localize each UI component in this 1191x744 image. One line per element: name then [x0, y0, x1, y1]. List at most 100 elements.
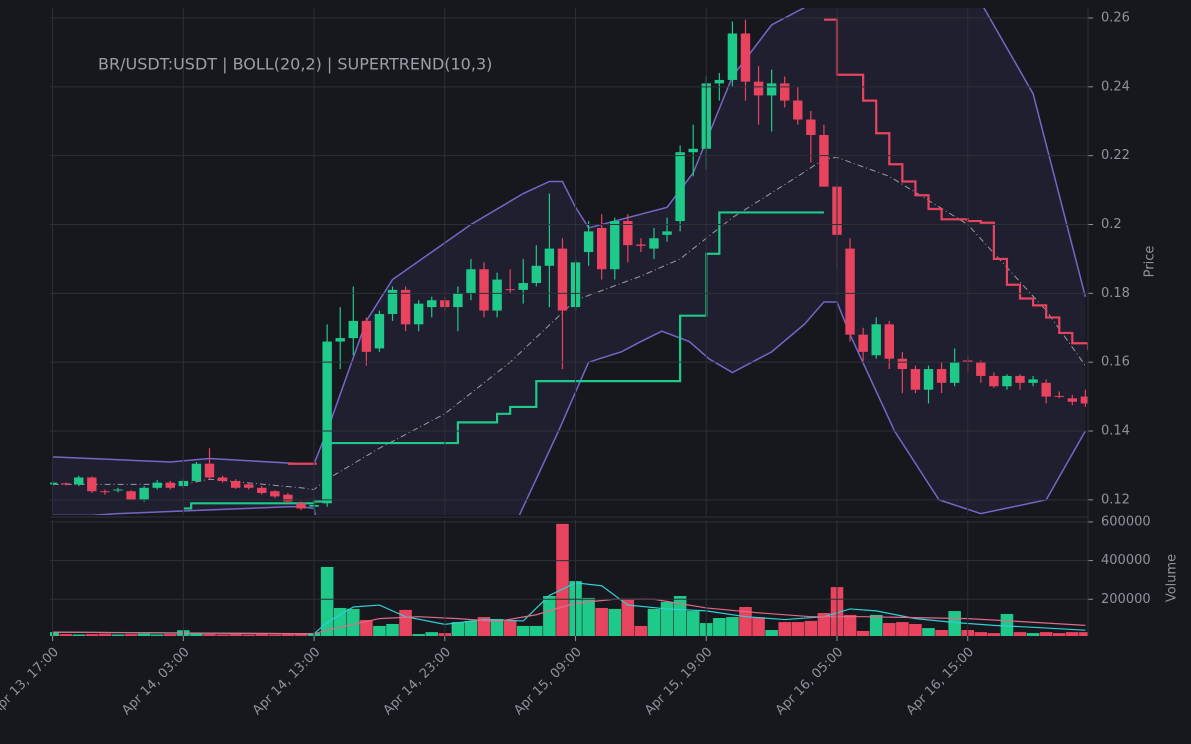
candle-body	[230, 480, 241, 488]
candle-body	[649, 238, 659, 249]
candle-body	[910, 369, 921, 390]
volume-bar	[713, 618, 726, 636]
volume-bar	[530, 625, 543, 636]
volume-bar	[843, 614, 857, 636]
volume-bar	[817, 612, 831, 636]
candle-body	[610, 221, 620, 270]
volume-bar	[660, 601, 674, 636]
volume-bar	[922, 628, 935, 636]
candle-body	[793, 100, 803, 120]
volume-bar	[242, 634, 255, 636]
candle-body	[1054, 395, 1064, 397]
volume-bar	[556, 523, 569, 636]
volume-bar	[255, 634, 269, 636]
candle-body	[113, 489, 123, 491]
volume-bar	[386, 624, 399, 636]
volume-bar	[896, 622, 909, 636]
candle-body	[453, 293, 463, 308]
candle-body	[296, 503, 306, 509]
volume-bar	[765, 630, 778, 636]
volume-bar	[59, 634, 72, 636]
candle-body	[557, 248, 568, 311]
candle-body	[949, 362, 960, 383]
candle-body	[819, 135, 829, 187]
candle-body	[858, 334, 868, 352]
volume-bar	[360, 619, 373, 636]
candle-body	[492, 279, 502, 311]
volume-bar	[373, 625, 386, 636]
candle-body	[126, 491, 136, 500]
candle-body	[727, 33, 738, 80]
volume-bar	[883, 623, 896, 636]
candle-body	[1080, 396, 1088, 404]
candle-body	[897, 358, 908, 370]
candle-body	[152, 482, 162, 488]
grid	[50, 8, 1088, 636]
candle-body	[505, 289, 515, 291]
volume-bar	[85, 634, 99, 636]
volume-bar	[621, 599, 635, 636]
volume-bar	[791, 622, 805, 636]
candle-body	[544, 248, 555, 266]
volume-bar	[869, 614, 883, 636]
candle-body	[1067, 398, 1078, 402]
volume-bar	[268, 634, 282, 636]
candle-body	[1015, 375, 1025, 383]
volume-bar	[425, 632, 439, 636]
candle-body	[884, 324, 894, 359]
volume-bar	[150, 634, 164, 636]
volume-bar	[229, 634, 242, 636]
volume-bar	[190, 633, 203, 636]
volume-bar	[516, 625, 530, 636]
y-tick-label: 0.26	[1101, 10, 1130, 25]
volume-bar	[399, 609, 412, 636]
candle-body	[348, 320, 359, 339]
volume-bar	[739, 607, 752, 636]
y-tick-label: 0.14	[1101, 424, 1130, 439]
volume-bar	[608, 608, 622, 636]
volume-bar	[673, 595, 687, 636]
price-plot	[50, 8, 1088, 515]
candle-body	[845, 248, 855, 335]
volume-bar	[451, 622, 465, 636]
y-tick-label: 0.18	[1101, 286, 1130, 301]
candle-body	[936, 369, 947, 383]
volume-bar	[98, 633, 112, 636]
volume-bar	[752, 617, 765, 636]
y-tick-label: 400000	[1101, 553, 1151, 568]
candle-body	[779, 83, 790, 101]
volume-bar	[477, 617, 491, 636]
candle-body	[714, 79, 725, 84]
y-tick-label: 200000	[1101, 592, 1151, 607]
candle-body	[479, 269, 489, 311]
volume-bar	[50, 632, 59, 636]
candle-body	[1041, 382, 1051, 397]
y-tick-label: 600000	[1101, 514, 1151, 529]
volume-bar	[909, 624, 922, 636]
candle-body	[989, 375, 999, 387]
volume-bar	[320, 566, 334, 636]
candle-body	[636, 244, 646, 246]
chart-title: BR/USDT:USDT | BOLL(20,2) | SUPERTREND(1…	[98, 55, 492, 74]
volume-bar	[647, 608, 661, 636]
candle-body	[623, 221, 633, 246]
volume-bar	[412, 634, 425, 636]
volume-bar	[1052, 633, 1066, 636]
candle-body	[740, 33, 751, 82]
volume-bar	[974, 632, 988, 636]
candle-body	[1028, 379, 1038, 383]
y-axis-label: Volume	[1165, 554, 1180, 602]
volume-bar	[347, 608, 360, 636]
y-tick-label: 0.24	[1101, 79, 1130, 94]
candle-body	[191, 463, 202, 481]
volume-bar	[856, 630, 870, 636]
candle-body	[976, 362, 986, 376]
volume-bar	[1039, 632, 1053, 636]
candle-body	[204, 463, 215, 478]
candle-body	[387, 289, 398, 314]
volume-bar	[726, 617, 739, 636]
y-tick-label: 0.12	[1101, 492, 1130, 507]
candle-body	[217, 477, 228, 481]
volume-bar	[294, 633, 308, 636]
candle-body	[257, 487, 267, 493]
